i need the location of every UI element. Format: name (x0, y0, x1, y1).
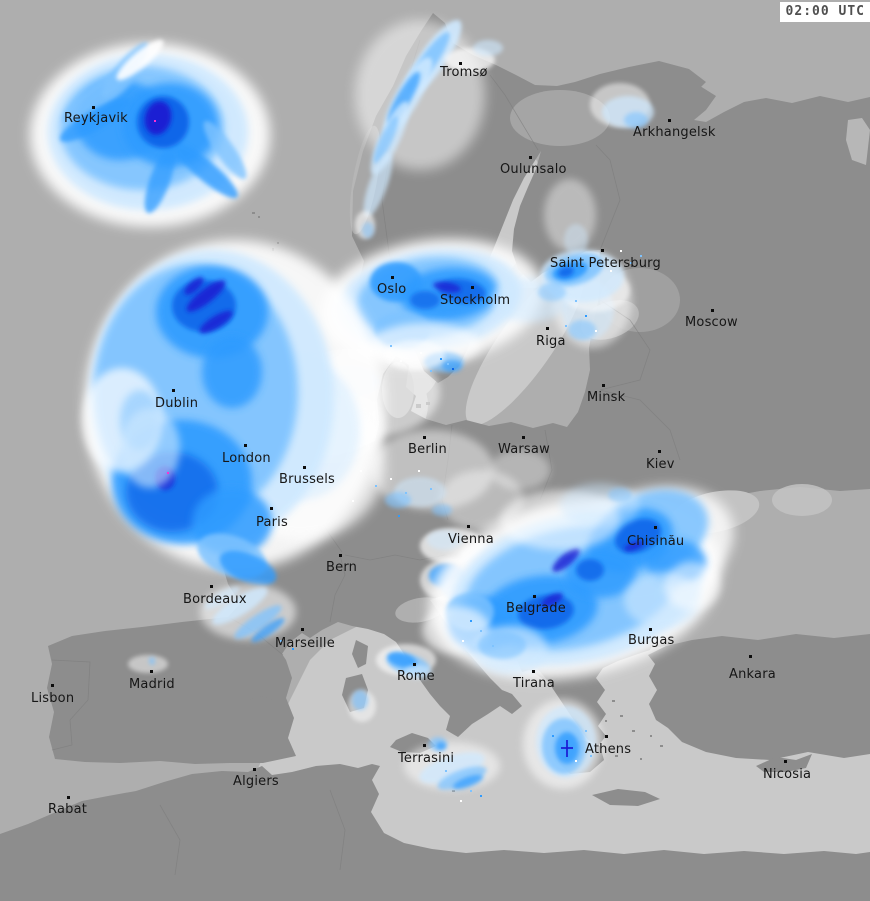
city-dot (253, 768, 256, 771)
gulf-of-bothnia (489, 154, 541, 276)
city-label: Tromsø (440, 65, 488, 80)
gulf-of-riga (535, 319, 561, 345)
city-label: Madrid (129, 677, 175, 692)
land-cyprus (756, 754, 812, 772)
precip-biscay (200, 584, 296, 643)
city-label: Warsaw (498, 442, 550, 457)
city-dot (784, 760, 787, 763)
city-label: Stockholm (440, 293, 511, 308)
city-label: Vienna (448, 532, 494, 547)
city-label: Belgrade (506, 601, 566, 616)
city-dot (533, 595, 536, 598)
city-dot (668, 119, 671, 122)
land-crete (592, 789, 660, 806)
city-label: Nicosia (763, 767, 812, 782)
city-dot (210, 585, 213, 588)
precip-iceland (30, 39, 270, 227)
city-dot (413, 663, 416, 666)
precip-madrid (128, 655, 168, 673)
city-label: Minsk (587, 390, 626, 405)
city-dot (303, 466, 306, 469)
city-label: Paris (256, 515, 288, 530)
city-dot (423, 436, 426, 439)
city-label: Arkhangelsk (633, 125, 716, 140)
precip-arkhangelsk (590, 83, 654, 128)
city-label: Reykjavik (64, 111, 128, 126)
city-dot (391, 276, 394, 279)
city-label: Oulunsalo (500, 162, 567, 177)
city-label: Saint Petersburg (550, 256, 661, 271)
city-dot (459, 62, 462, 65)
city-label: Moscow (685, 315, 738, 330)
city-label: London (222, 451, 271, 466)
city-label: Lisbon (31, 691, 75, 706)
city-dot (270, 507, 273, 510)
city-label: Burgas (628, 633, 675, 648)
city-label: Terrasini (398, 751, 455, 766)
city-dot (423, 744, 426, 747)
land-corsica (352, 640, 368, 668)
city-dot (749, 655, 752, 658)
city-label: Berlin (408, 442, 447, 457)
precip-rome (348, 644, 436, 722)
precip-speckle (280, 250, 642, 802)
city-label: Brussels (279, 472, 336, 487)
city-label: Bordeaux (183, 592, 247, 607)
utc-clock: 02:00 UTC (779, 2, 870, 22)
city-dot (711, 309, 714, 312)
city-dot (601, 249, 604, 252)
city-dot (649, 628, 652, 631)
city-dot (602, 384, 605, 387)
city-dot (67, 796, 70, 799)
city-dot (522, 436, 525, 439)
land-africa (0, 764, 870, 901)
city-label: Marseille (275, 636, 335, 651)
city-dot (172, 389, 175, 392)
city-label: Rabat (48, 802, 88, 817)
city-dot (658, 450, 661, 453)
city-label: Kiev (646, 457, 675, 472)
azov-patch (772, 484, 832, 516)
city-dot (546, 327, 549, 330)
city-label: Oslo (377, 282, 407, 297)
city-dot (51, 684, 54, 687)
city-label: Chisinău (627, 534, 685, 549)
city-dot (244, 444, 247, 447)
city-label: Athens (585, 742, 632, 757)
city-label: Algiers (233, 774, 279, 789)
land-turkey (648, 634, 870, 760)
precip-group (30, 19, 734, 802)
city-dot (529, 156, 532, 159)
city-dot (150, 670, 153, 673)
city-dot (471, 286, 474, 289)
city-label: Riga (536, 334, 566, 349)
precip-norway-coast (355, 19, 503, 239)
city-label: Bern (326, 560, 358, 575)
precip-sicily (404, 737, 500, 790)
city-label: Ankara (729, 667, 776, 682)
city-label: Rome (397, 669, 435, 684)
city-label: Dublin (155, 396, 199, 411)
city-dot (467, 525, 470, 528)
city-dot (532, 670, 535, 673)
city-dot (92, 106, 95, 109)
land-mallorca (248, 696, 272, 706)
kanin-strip (846, 118, 870, 165)
precip-balkans (422, 483, 734, 680)
city-label: Tirana (513, 676, 555, 691)
city-dot (339, 554, 342, 557)
precip-british-isles (82, 240, 385, 586)
city-dot (605, 735, 608, 738)
city-dot (301, 628, 304, 631)
city-dot (654, 526, 657, 529)
